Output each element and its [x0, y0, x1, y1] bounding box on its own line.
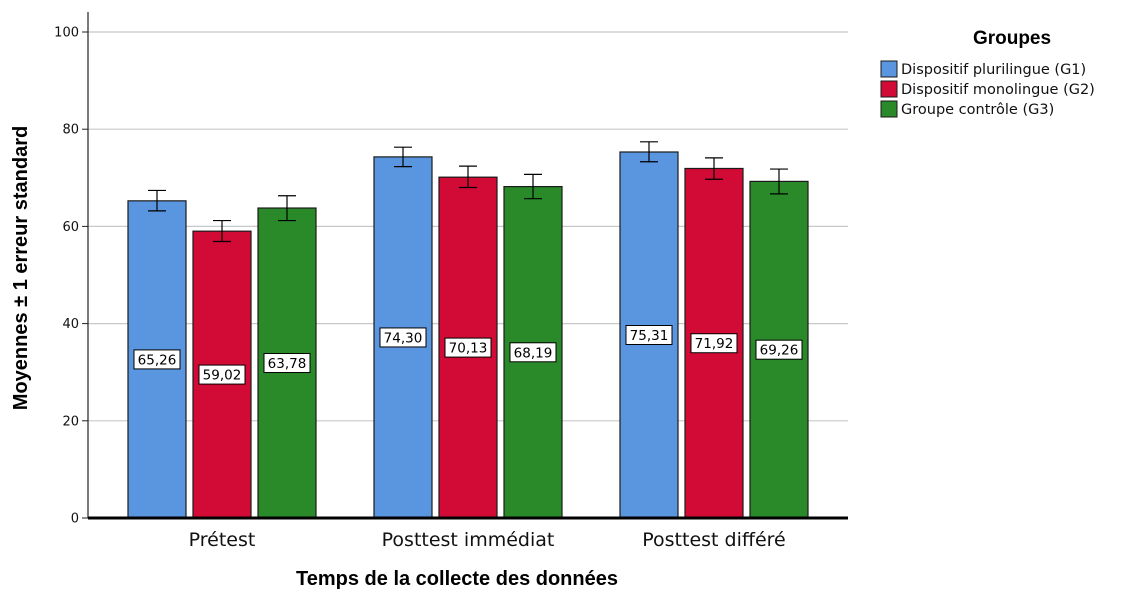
y-tick-label: 20: [62, 414, 79, 429]
data-label: 63,78: [268, 356, 307, 372]
x-category-label: Posttest différé: [642, 529, 785, 551]
y-axis-title: Moyennes ± 1 erreur standard: [10, 126, 32, 410]
y-axis-ticks: 0 20 40 60 80 100: [54, 12, 89, 527]
data-label: 65,26: [138, 352, 177, 368]
y-tick-label: 80: [62, 123, 79, 138]
data-label-box: [625, 324, 673, 345]
legend-swatch: [880, 100, 898, 118]
data-label-box: [690, 333, 738, 354]
x-category-label: Prétest: [189, 529, 256, 551]
legend: Groupes Dispositif plurilingue (G1) Dispo…: [880, 28, 1095, 118]
legend-title: Groupes: [973, 28, 1051, 49]
legend-swatch: [880, 80, 898, 98]
data-label: 70,13: [449, 341, 488, 357]
data-label: 75,31: [630, 328, 669, 344]
data-label-box: [198, 364, 246, 385]
x-axis-title: Temps de la collecte des données: [296, 568, 618, 590]
legend-item-label: Dispositif monolingue (G2): [901, 82, 1095, 98]
x-category-label: Posttest immédiat: [382, 529, 555, 551]
bars: 65,26 59,02 63,78 74,30 70,13 68,19 75,31 71,92…: [127, 141, 809, 519]
x-axis-categories: Prétest Posttest immédiat Posttest différé: [88, 516, 848, 551]
data-label-box: [444, 337, 492, 358]
y-tick-label: 60: [62, 220, 79, 235]
data-label: 71,92: [695, 336, 734, 352]
legend-item-label: Dispositif plurilingue (G1): [901, 62, 1086, 78]
data-label-box: [133, 349, 181, 370]
data-label-box: [263, 353, 311, 374]
data-label: 74,30: [384, 330, 423, 346]
data-label: 59,02: [203, 368, 242, 384]
y-tick-label: 100: [54, 26, 79, 41]
legend-swatch: [880, 60, 898, 78]
data-label-box: [509, 342, 557, 363]
y-tick-label: 40: [62, 317, 79, 332]
data-label-box: [755, 339, 803, 360]
data-label: 68,19: [514, 345, 553, 361]
data-label-box: [379, 327, 427, 348]
y-tick-label: 0: [71, 512, 79, 527]
data-label: 69,26: [760, 343, 799, 359]
legend-item-label: Groupe contrôle (G3): [901, 102, 1054, 118]
